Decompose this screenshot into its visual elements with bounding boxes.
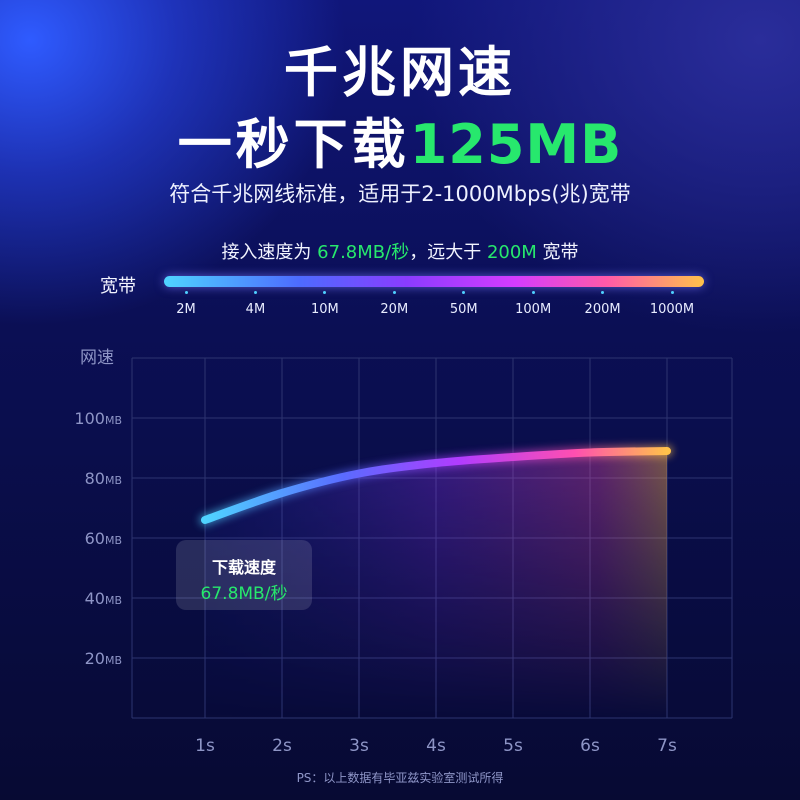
x-tick-label: 3s [349, 736, 369, 756]
bandwidth-tick-label: 1000M [649, 302, 695, 317]
bandwidth-tick-label: 20M [380, 302, 409, 317]
y-tick-labels: 20MB 40MB 60MB 80MB 100MB [74, 409, 122, 668]
y-tick-label: 40MB [85, 589, 122, 608]
bandwidth-tick-dot [392, 291, 396, 294]
bandwidth-tick-dot [601, 291, 605, 294]
x-tick-label: 4s [426, 736, 446, 756]
tooltip-label: 下载速度 [211, 558, 276, 577]
access-compare-value: 200M [486, 242, 537, 263]
x-tick-label: 7s [657, 736, 677, 756]
headline-line2-accent: 125MB [409, 113, 623, 176]
y-tick-label: 60MB [85, 529, 122, 548]
download-speed-tooltip [176, 540, 312, 610]
bandwidth-tick-dot [253, 291, 257, 294]
speed-area-fill [205, 451, 667, 718]
x-tick-label: 1s [195, 736, 215, 756]
y-tick-label: 80MB [85, 469, 122, 488]
bandwidth-tick-label: 200M [584, 302, 621, 317]
y-tick-label: 100MB [74, 409, 122, 428]
bandwidth-tick-dot [531, 291, 535, 294]
bandwidth-tick-label: 50M [449, 302, 478, 317]
bandwidth-tick-dot [462, 291, 466, 294]
bandwidth-tick-label: 2M [176, 302, 196, 317]
bandwidth-label: 宽带 [100, 276, 136, 297]
bandwidth-tick-dot [323, 291, 327, 294]
y-axis-title: 网速 [80, 348, 114, 368]
access-speed-text: 接入速度为 67.8MB/秒，远大于 200M 宽带 [0, 238, 800, 264]
access-speed-value: 67.8MB/秒 [317, 242, 410, 263]
bandwidth-tick-dot [670, 291, 674, 294]
speed-line-series [201, 447, 671, 524]
x-tick-label: 5s [503, 736, 523, 756]
headline-line2: 一秒下载125MB [0, 100, 800, 179]
headline-line1: 千兆网速 [284, 41, 516, 104]
test-caption: PS：以上数据有毕亚兹实验室测试所得 [296, 771, 504, 785]
tooltip-value: 67.8MB/秒 [200, 584, 288, 604]
x-tick-label: 2s [272, 736, 292, 756]
bandwidth-tick-label: 10M [310, 302, 339, 317]
bandwidth-tick-label: 100M [515, 302, 552, 317]
bandwidth-tick-label: 4M [245, 302, 266, 317]
bandwidth-tick-dot [184, 291, 188, 294]
headline-line2-prefix: 一秒下载 [177, 113, 410, 176]
x-tick-labels: 1s 2s 3s 4s 5s 6s 7s [195, 736, 677, 756]
headline-subtitle: 符合千兆网线标准，适用于2-1000Mbps(兆)宽带 [169, 182, 631, 206]
bandwidth-gradient-bar [164, 276, 704, 287]
x-tick-label: 6s [580, 736, 600, 756]
y-tick-label: 20MB [85, 649, 122, 668]
access-part3: 宽带 [536, 242, 579, 263]
access-part2: ，远大于 [409, 242, 487, 263]
access-part1: 接入速度为 [221, 242, 318, 263]
